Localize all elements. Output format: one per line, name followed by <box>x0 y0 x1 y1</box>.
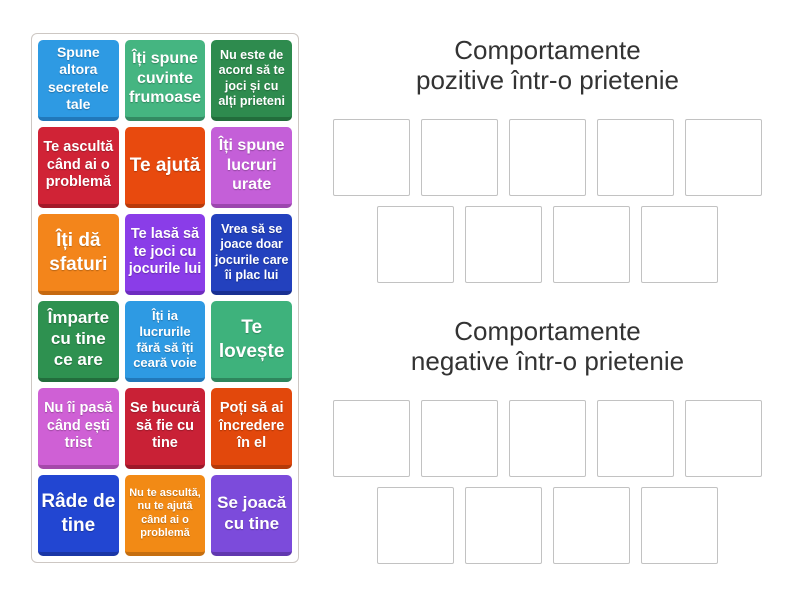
group-2-drop-slot[interactable] <box>553 487 630 564</box>
group-2-drop-slot[interactable] <box>685 400 762 477</box>
tile-label: Îți ia lucrurile fără să îți ceară voie <box>133 307 197 371</box>
drop-groups: Comportamente pozitive într-o prietenie … <box>333 35 762 564</box>
group-1-drop-slot[interactable] <box>333 119 410 196</box>
tile-label: Nu îi pasă când ești trist <box>44 399 113 452</box>
tile-label: Se bucură să fie cu tine <box>129 399 201 452</box>
tile-label: Te lovește <box>218 317 285 362</box>
group-title-line: pozitive într-o prietenie <box>415 65 680 95</box>
tile-16[interactable]: Râde de tine <box>38 475 119 556</box>
group-title-line: Comportamente <box>454 316 641 346</box>
group-1-drop-slot[interactable] <box>509 119 586 196</box>
tile-label: Nu este de acord să te joci și cu alți p… <box>218 48 285 108</box>
slot-row <box>333 206 762 283</box>
tile-6[interactable]: Îți spune lucruri urate <box>211 127 292 208</box>
tile-15[interactable]: Poți să ai încredere în el <box>211 388 292 469</box>
tile-14[interactable]: Se bucură să fie cu tine <box>124 388 206 469</box>
group-2-drop-slot[interactable] <box>333 400 410 477</box>
tile-7[interactable]: Îți dă sfaturi <box>38 214 119 295</box>
tile-3[interactable]: Nu este de acord să te joci și cu alți p… <box>211 40 292 121</box>
tile-label: Te ascultă când ai o problemă <box>43 138 114 191</box>
tile-18[interactable]: Se joacă cu tine <box>211 475 292 556</box>
tile-9[interactable]: Vrea să se joace doar jocurile care îi p… <box>211 214 292 295</box>
group-1-drop-slot[interactable] <box>377 206 454 283</box>
tile-label: Nu te ascultă, nu te ajută când ai o pro… <box>129 486 201 539</box>
tile-label: Vrea să se joace doar jocurile care îi p… <box>214 222 289 282</box>
group-positive: Comportamente pozitive într-o prietenie <box>333 35 762 283</box>
tile-2[interactable]: Îți spune cuvinte frumoase <box>124 40 206 121</box>
group-1-drop-slot[interactable] <box>641 206 718 283</box>
slot-row <box>333 487 762 564</box>
tile-8[interactable]: Te lasă să te joci cu jocurile lui <box>124 214 206 295</box>
group-2-drop-slot[interactable] <box>641 487 718 564</box>
tile-10[interactable]: Împarte cu tine ce are <box>38 301 119 382</box>
tile-4[interactable]: Te ascultă când ai o problemă <box>38 127 119 208</box>
group-1-drop-slot[interactable] <box>597 119 674 196</box>
tile-label: Poți să ai încredere în el <box>219 399 285 452</box>
tile-label: Spune altora secretele tale <box>47 44 109 112</box>
group-1-drop-slot[interactable] <box>421 119 498 196</box>
tile-label: Se joacă cu tine <box>217 492 287 533</box>
slot-row <box>333 119 762 196</box>
tile-label: Îți spune cuvinte frumoase <box>128 50 201 107</box>
group-2-drop-slot[interactable] <box>465 487 542 564</box>
tile-13[interactable]: Nu îi pasă când ești trist <box>38 388 119 469</box>
tile-12[interactable]: Te lovește <box>211 301 292 382</box>
group-2-drop-slot[interactable] <box>377 487 454 564</box>
group-1-drop-slot[interactable] <box>553 206 630 283</box>
group-title-line: negative într-o prietenie <box>410 346 685 376</box>
tile-1[interactable]: Spune altora secretele tale <box>38 40 119 121</box>
tile-label: Îți dă sfaturi <box>49 230 108 275</box>
group-2-drop-slot[interactable] <box>597 400 674 477</box>
tile-label: Te ajută <box>129 154 201 176</box>
group-1-drop-slot[interactable] <box>685 119 762 196</box>
group-2-drop-slot[interactable] <box>421 400 498 477</box>
tile-label: Râde de tine <box>41 491 116 536</box>
tile-17[interactable]: Nu te ascultă, nu te ajută când ai o pro… <box>124 475 206 556</box>
tile-11[interactable]: Îți ia lucrurile fără să îți ceară voie <box>124 301 206 382</box>
group-title-line: Comportamente <box>454 35 641 65</box>
group-2-drop-slot[interactable] <box>509 400 586 477</box>
tile-label: Te lasă să te joci cu jocurile lui <box>128 225 202 278</box>
group-title: Comportamente pozitive într-o prietenie <box>333 35 762 95</box>
group-1-drop-slot[interactable] <box>465 206 542 283</box>
word-bank: Spune altora secretele tale Îți spune cu… <box>31 33 299 563</box>
tile-5[interactable]: Te ajută <box>124 127 206 208</box>
slot-row <box>333 400 762 477</box>
tile-label: Îți spune lucruri urate <box>218 137 285 194</box>
group-title: Comportamente negative într-o prietenie <box>333 316 762 376</box>
group-negative: Comportamente negative într-o prietenie <box>333 316 762 564</box>
tile-label: Împarte cu tine ce are <box>47 308 110 369</box>
